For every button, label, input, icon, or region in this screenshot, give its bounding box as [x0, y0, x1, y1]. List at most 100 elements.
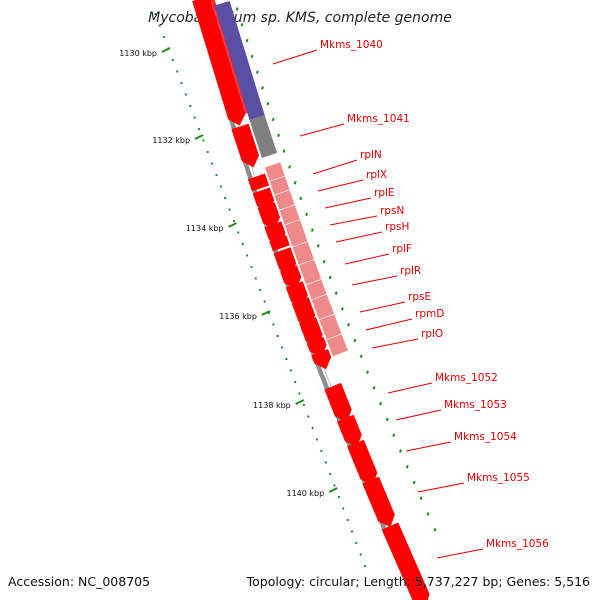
ruler-label: 1130 kbp: [119, 49, 157, 58]
feature-rplR[interactable]: [299, 259, 322, 285]
ruler-dot: [189, 104, 192, 108]
ruler-dot: [202, 139, 205, 142]
cds-arrow-14[interactable]: [324, 382, 352, 423]
ruler-dot: [228, 208, 231, 211]
cds-arrow-1[interactable]: [231, 123, 259, 168]
ruler-dot: [224, 196, 227, 200]
ruler-dot: [215, 173, 218, 177]
leader-line: [417, 482, 465, 493]
leader-line: [317, 179, 364, 192]
ruler-dot: [289, 369, 292, 372]
ruler-label: 1134 kbp: [186, 224, 224, 233]
gene-label-rplO[interactable]: rplO: [421, 328, 443, 340]
gene-label-Mkms_1055[interactable]: Mkms_1055: [467, 472, 530, 484]
ruler-dot: [364, 564, 367, 568]
cds-arrow-16[interactable]: [347, 439, 378, 486]
topology-text: Topology: circular; Length: 5,737,227 bp…: [246, 574, 590, 589]
ruler-dot: [311, 426, 314, 430]
ruler-dot: [254, 277, 257, 280]
feature-rpmD[interactable]: [311, 294, 334, 320]
ruler-dot: [272, 323, 275, 326]
ruler-dot: [288, 165, 292, 169]
cds-arrow-2[interactable]: [247, 173, 270, 192]
cds-arrow-6[interactable]: [269, 235, 290, 252]
cds-arrow-0[interactable]: [192, 0, 246, 126]
feature-track: [214, 1, 348, 357]
gene-label-Mkms_1056[interactable]: Mkms_1056: [486, 538, 549, 550]
feature-rplN[interactable]: [265, 162, 285, 181]
gene-label-Mkms_1054[interactable]: Mkms_1054: [454, 431, 517, 443]
ruler-tick: [295, 399, 305, 405]
ruler-dot: [347, 323, 351, 327]
gene-label-rplF[interactable]: rplF: [392, 243, 412, 255]
feature-Mkms_1041[interactable]: [249, 115, 278, 158]
ruler-label: 1140 kbp: [286, 489, 324, 498]
ruler-dot: [266, 101, 270, 106]
gene-label-rpmD[interactable]: rpmD: [415, 308, 444, 320]
ruler-dot: [180, 81, 183, 85]
ruler-dot: [307, 415, 310, 418]
leader-line: [312, 159, 358, 175]
gene-label-rplN[interactable]: rplN: [360, 149, 382, 161]
gene-label-rpsN[interactable]: rpsN: [380, 205, 404, 217]
ruler-dot: [399, 449, 402, 453]
ruler-dot: [282, 149, 286, 153]
ruler-dot: [235, 7, 239, 11]
ruler-label: 1138 kbp: [253, 401, 291, 410]
ruler-dot: [346, 518, 349, 522]
feature-Mkms_1052[interactable]: [326, 334, 348, 357]
ruler-label: 1136 kbp: [219, 312, 257, 321]
leader-line: [324, 197, 372, 209]
ruler-dot: [271, 117, 275, 122]
gene-label-Mkms_1041[interactable]: Mkms_1041: [347, 113, 410, 125]
leader-line: [436, 548, 484, 559]
cds-arrow-18[interactable]: [381, 522, 430, 600]
cds-track: [192, 0, 430, 600]
gene-label-rpsH[interactable]: rpsH: [385, 221, 409, 233]
ruler-dot: [379, 401, 383, 406]
leader-line: [395, 409, 442, 421]
ruler-dot: [299, 196, 303, 201]
ruler-dot: [385, 417, 389, 422]
gene-label-rplX[interactable]: rplX: [366, 169, 387, 181]
feature-rplO[interactable]: [319, 314, 342, 340]
cds-arrow-15[interactable]: [337, 414, 362, 448]
feature-rpsE[interactable]: [306, 279, 327, 300]
feature-rplF[interactable]: [292, 241, 314, 265]
feature-Mkms_1040[interactable]: [214, 1, 265, 121]
gene-label-rpsE[interactable]: rpsE: [408, 291, 431, 303]
gene-label-Mkms_1040[interactable]: Mkms_1040: [320, 39, 383, 51]
leader-line: [387, 382, 433, 394]
ruler-dot: [426, 512, 430, 516]
feature-rplE[interactable]: [274, 190, 295, 210]
gene-label-Mkms_1053[interactable]: Mkms_1053: [444, 399, 507, 411]
ruler-dot: [320, 449, 323, 453]
cds-arrow-8[interactable]: [280, 265, 302, 290]
ruler-dot: [211, 162, 214, 165]
feature-rpsN[interactable]: [279, 205, 300, 225]
ruler-dot: [176, 70, 179, 73]
ruler-dot: [285, 357, 288, 361]
leader-line: [359, 301, 406, 313]
ruler-dot: [350, 530, 354, 533]
cds-arrow-13[interactable]: [311, 349, 332, 370]
ruler-dot: [240, 22, 244, 27]
gene-label-Mkms_1052[interactable]: Mkms_1052: [435, 372, 498, 384]
leader-line: [299, 123, 345, 137]
ruler-dot: [259, 288, 262, 292]
ruler-dot: [316, 244, 320, 248]
ruler-dot: [277, 133, 281, 138]
gene-label-rplR[interactable]: rplR: [400, 265, 421, 277]
ruler-dot: [246, 254, 249, 257]
leader-line: [405, 441, 452, 452]
ruler-dot: [419, 496, 423, 500]
cds-arrow-4[interactable]: [257, 202, 280, 230]
gene-label-rplE[interactable]: rplE: [374, 187, 395, 199]
feature-rplX[interactable]: [269, 176, 290, 195]
cds-arrow-17[interactable]: [362, 476, 395, 527]
ruler-dot: [206, 150, 209, 154]
ruler-dot: [315, 438, 319, 441]
ruler-dot: [184, 93, 187, 96]
feature-rpsH[interactable]: [284, 220, 308, 247]
